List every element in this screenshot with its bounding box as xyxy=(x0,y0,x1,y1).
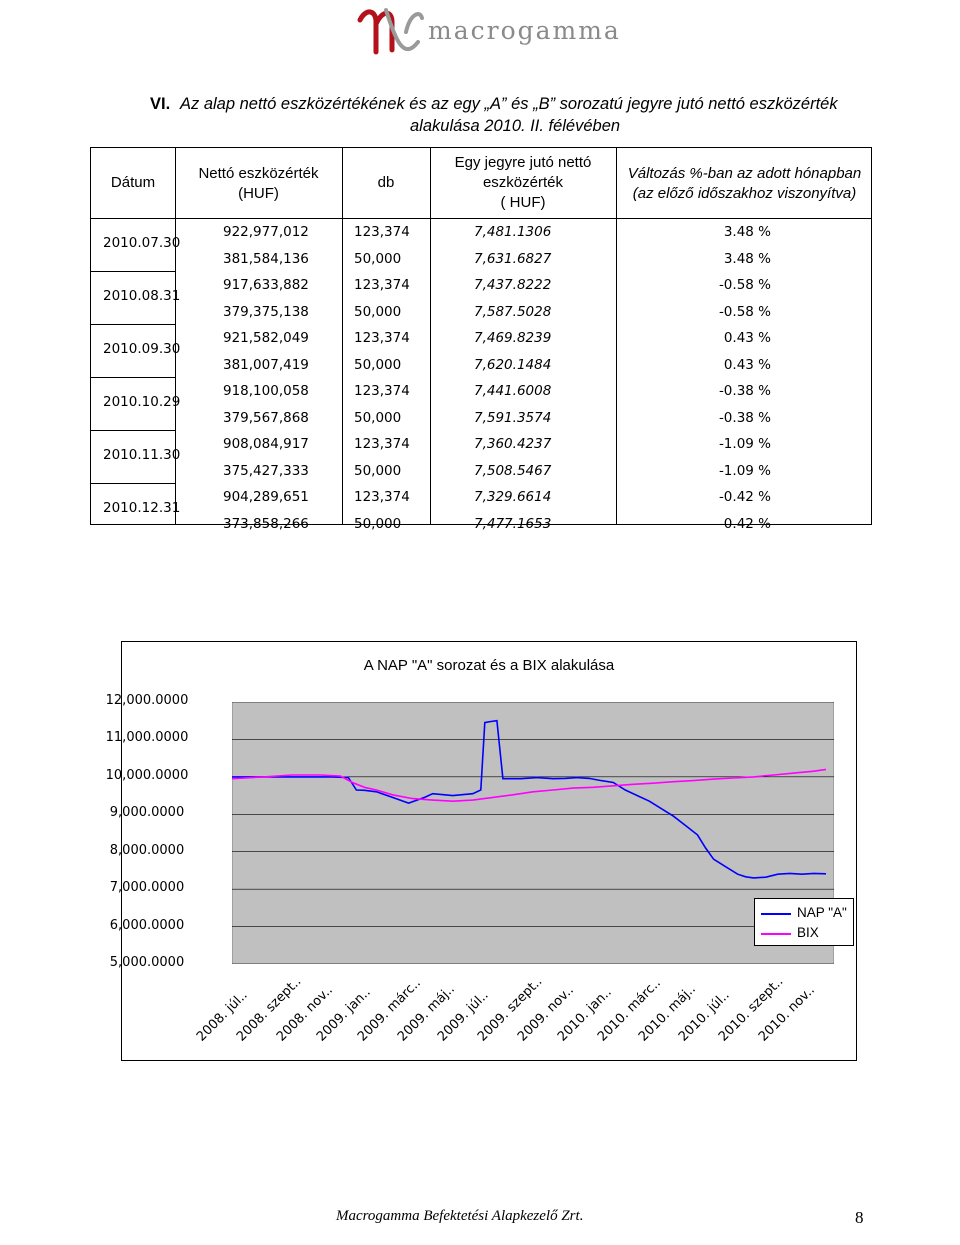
cell-chg: 3.48 % xyxy=(723,224,771,240)
cell-db: 123,374 xyxy=(354,277,410,293)
y-tick-label: 12,000.0000 xyxy=(105,693,189,708)
cell-chg: -1.09 % xyxy=(718,436,771,452)
cell-chg: -0.58 % xyxy=(718,277,771,293)
cell-net: 918,100,058 xyxy=(223,383,309,399)
section-number: VI. xyxy=(150,95,171,113)
cell-unit: 7,477.1653 xyxy=(474,515,552,532)
header-net-value-2: (HUF) xyxy=(238,185,279,202)
y-tick-label: 9,000.0000 xyxy=(109,805,185,821)
cell-unit: 7,631.6827 xyxy=(474,250,552,267)
cell-db: 50,000 xyxy=(354,462,402,479)
row-date: 2010.11.30 xyxy=(103,447,181,463)
logo: macrogamma xyxy=(356,2,619,62)
legend-swatch xyxy=(761,913,791,915)
cell-chg: 0.43 % xyxy=(723,356,771,373)
cell-unit: 7,360.4237 xyxy=(474,436,552,452)
cell-db: 50,000 xyxy=(354,250,402,267)
cell-unit: 7,587.5028 xyxy=(474,303,552,320)
cell-unit: 7,437.8222 xyxy=(474,277,552,293)
footer-company: Macrogamma Befektetési Alapkezelő Zrt. xyxy=(336,1208,584,1224)
cell-chg: 0.43 % xyxy=(723,330,771,346)
cell-db: 50,000 xyxy=(354,356,402,373)
cell-db: 50,000 xyxy=(354,409,402,426)
cell-chg: 3.48 % xyxy=(723,250,771,267)
header-per-unit-2: eszközérték xyxy=(482,174,564,191)
row-date: 2010.12.31 xyxy=(103,500,181,516)
cell-db: 123,374 xyxy=(354,330,410,346)
cell-unit: 7,620.1484 xyxy=(474,356,552,373)
cell-chg: -0.38 % xyxy=(718,409,771,426)
y-tick-label: 8,000.0000 xyxy=(109,842,185,858)
cell-db: 123,374 xyxy=(354,383,410,399)
row-date: 2010.10.29 xyxy=(103,394,181,410)
cell-net: 921,582,049 xyxy=(223,330,309,346)
header-per-unit-3: ( HUF) xyxy=(500,194,546,211)
cell-db: 50,000 xyxy=(354,515,402,532)
header-change-2: (az előző időszakhoz viszonyítva) xyxy=(632,185,857,202)
series-line-bix xyxy=(232,768,827,803)
header-db: db xyxy=(377,174,395,191)
cell-net: 381,007,419 xyxy=(223,356,309,373)
header-net-value-1: Nettó eszközérték xyxy=(198,165,319,182)
plot-background xyxy=(232,702,834,964)
y-tick-label: 6,000.0000 xyxy=(109,917,185,933)
heading-line-1: Az alap nettó eszközértékének és az egy … xyxy=(180,95,838,113)
heading-line-2: alakulása 2010. II. félévében xyxy=(410,117,621,135)
cell-unit: 7,508.5467 xyxy=(474,462,552,479)
cell-db: 123,374 xyxy=(354,489,410,505)
page-number: 8 xyxy=(855,1208,864,1227)
cell-net: 379,567,868 xyxy=(223,409,309,426)
row-date: 2010.07.30 xyxy=(103,235,181,251)
cell-db: 123,374 xyxy=(354,436,410,452)
cell-unit: 7,591.3574 xyxy=(474,409,552,426)
cell-net: 904,289,651 xyxy=(223,489,309,505)
chart-title: A NAP "A" sorozat és a BIX alakulása xyxy=(363,657,615,674)
cell-net: 917,633,882 xyxy=(223,277,309,293)
cell-net: 375,427,333 xyxy=(223,462,309,479)
cell-unit: 7,329.6614 xyxy=(474,489,552,505)
cell-chg: -0.42 % xyxy=(718,515,771,532)
logo-text: macrogamma xyxy=(428,16,621,45)
cell-chg: -1.09 % xyxy=(718,462,771,479)
cell-chg: -0.42 % xyxy=(718,489,771,505)
y-tick-label: 11,000.0000 xyxy=(105,730,189,746)
y-tick-label: 7,000.0000 xyxy=(109,880,185,896)
logo-mark-icon xyxy=(357,8,424,55)
cell-unit: 7,469.8239 xyxy=(474,330,552,346)
cell-chg: -0.38 % xyxy=(718,383,771,399)
row-date: 2010.09.30 xyxy=(103,341,181,357)
legend-swatch xyxy=(761,933,791,935)
series-line-nap-a xyxy=(232,719,827,879)
cell-unit: 7,481.1306 xyxy=(474,224,552,240)
cell-db: 50,000 xyxy=(354,303,402,320)
cell-net: 379,375,138 xyxy=(223,303,309,320)
chart-plot xyxy=(232,702,834,964)
y-tick-label: 10,000.0000 xyxy=(105,767,189,783)
nav-table: Dátum Nettó eszközérték (HUF) db Egy jeg… xyxy=(90,147,872,532)
cell-net: 381,584,136 xyxy=(223,250,309,267)
cell-db: 123,374 xyxy=(354,224,410,240)
legend-label: BIX xyxy=(797,925,819,940)
row-date: 2010.08.31 xyxy=(103,288,181,304)
y-tick-label: 5,000.0000 xyxy=(109,955,185,970)
header-change-1: Változás %-ban az adott hónapban xyxy=(627,165,862,182)
cell-chg: -0.58 % xyxy=(718,303,771,320)
header-date: Dátum xyxy=(110,174,156,191)
header-per-unit-1: Egy jegyre jutó nettó xyxy=(454,154,592,171)
cell-net: 373,858,266 xyxy=(223,515,309,532)
legend-label: NAP "A" xyxy=(797,905,847,920)
cell-net: 908,084,917 xyxy=(223,436,309,452)
cell-unit: 7,441.6008 xyxy=(474,383,552,399)
chart-legend: NAP "A" BIX xyxy=(754,898,854,946)
cell-net: 922,977,012 xyxy=(223,224,309,240)
